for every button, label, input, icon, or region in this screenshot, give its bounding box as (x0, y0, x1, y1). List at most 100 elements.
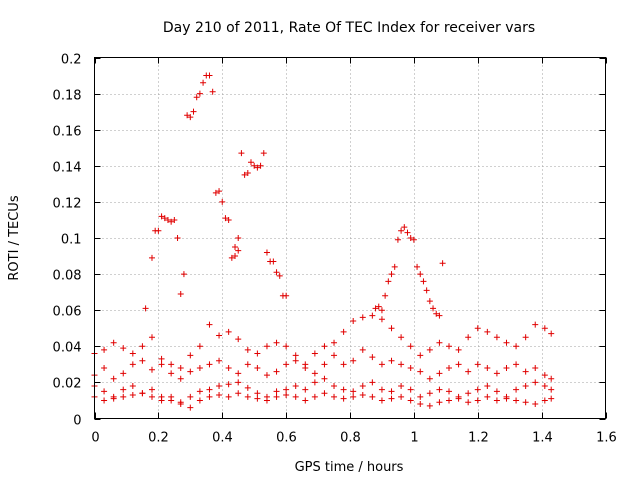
data-point-marker (206, 361, 213, 368)
data-point-marker (225, 364, 232, 371)
data-point-marker (219, 198, 226, 205)
data-point-marker (439, 260, 446, 267)
data-point-marker (129, 383, 136, 390)
data-point-marker (139, 390, 146, 397)
data-point-marker (436, 386, 443, 393)
data-point-marker (423, 287, 430, 294)
data-point-marker (254, 395, 261, 402)
data-point-marker (407, 235, 414, 241)
data-point-marker (433, 310, 440, 317)
data-point-marker (257, 162, 264, 169)
data-point-marker (292, 352, 299, 359)
data-point-marker (187, 393, 194, 400)
data-point-marker (216, 188, 223, 195)
data-point-marker (251, 162, 258, 169)
data-point-marker (139, 357, 146, 364)
data-point-marker (158, 361, 165, 368)
data-point-marker (417, 368, 424, 375)
data-point-marker (196, 388, 203, 395)
data-point-marker (321, 375, 328, 382)
data-point-marker (331, 393, 338, 400)
data-point-marker (378, 316, 385, 323)
data-point-marker (378, 386, 385, 393)
data-point-marker (216, 392, 223, 399)
data-point-marker (164, 216, 171, 223)
data-point-marker (522, 399, 529, 406)
data-point-marker (522, 383, 529, 390)
data-point-marker (101, 397, 108, 404)
data-point-marker (503, 395, 510, 402)
data-point-marker (168, 218, 175, 225)
x-tick-label: 1.6 (596, 431, 617, 446)
data-point-marker (391, 263, 398, 270)
data-point-marker (168, 361, 175, 368)
y-tick-label: 0.08 (53, 269, 82, 284)
data-point-marker (244, 361, 251, 368)
data-point-marker (311, 350, 318, 357)
data-point-marker (331, 339, 338, 346)
data-point-marker (522, 368, 529, 375)
data-point-marker (225, 216, 232, 223)
data-point-marker (331, 383, 338, 390)
data-point-marker (436, 399, 443, 406)
data-point-marker (532, 364, 539, 371)
data-point-marker (235, 336, 242, 343)
x-axis-label: GPS time / hours (295, 460, 404, 475)
data-point-marker (331, 352, 338, 359)
data-point-marker (404, 229, 411, 236)
data-point-marker (216, 383, 223, 390)
data-point-marker (465, 368, 472, 375)
x-tick-label: 0.2 (148, 431, 169, 446)
data-point-marker (417, 401, 424, 408)
data-point-marker (120, 386, 127, 393)
data-point-marker (161, 215, 168, 222)
data-point-marker (206, 321, 213, 328)
data-point-marker (410, 236, 417, 243)
data-point-marker (340, 395, 347, 402)
data-point-marker (254, 164, 261, 171)
data-point-marker (193, 94, 200, 101)
data-point-marker (407, 364, 414, 371)
data-point-marker (350, 388, 357, 395)
data-point-marker (158, 397, 165, 404)
data-point-marker (321, 390, 328, 397)
data-point-marker (532, 401, 539, 408)
data-point-marker (417, 271, 424, 278)
data-point-marker (177, 399, 184, 406)
data-point-marker (174, 235, 181, 241)
data-point-marker (283, 392, 290, 399)
data-point-marker (196, 90, 203, 97)
data-point-marker (340, 328, 347, 335)
data-point-marker (493, 370, 500, 377)
x-tick-label: 1.2 (468, 431, 489, 446)
data-point-marker (101, 346, 108, 353)
data-point-marker (168, 370, 175, 377)
data-point-marker (359, 392, 366, 399)
data-point-marker (493, 397, 500, 404)
data-point-marker (129, 361, 136, 368)
data-point-marker (129, 392, 136, 399)
data-point-marker (548, 330, 555, 337)
data-point-marker (244, 170, 251, 177)
data-point-marker (369, 393, 376, 400)
grid (94, 57, 606, 419)
data-point-marker (541, 325, 548, 332)
data-point-marker (503, 339, 510, 346)
data-point-marker (238, 150, 245, 157)
data-point-marker (369, 379, 376, 386)
data-point-marker (532, 321, 539, 328)
y-tick-label: 0.02 (53, 377, 82, 392)
data-point-marker (177, 364, 184, 371)
data-point-marker (388, 271, 395, 278)
data-point-marker (263, 249, 270, 256)
data-point-marker (110, 339, 117, 346)
x-tick-label: 0.6 (276, 431, 297, 446)
data-point-marker (484, 393, 491, 400)
data-point-marker (401, 224, 408, 231)
data-point-marker (260, 150, 267, 157)
data-point-marker (101, 364, 108, 371)
data-point-marker (148, 334, 155, 341)
data-point-marker (206, 72, 213, 79)
data-point-marker (225, 328, 232, 335)
data-point-marker (455, 395, 462, 402)
